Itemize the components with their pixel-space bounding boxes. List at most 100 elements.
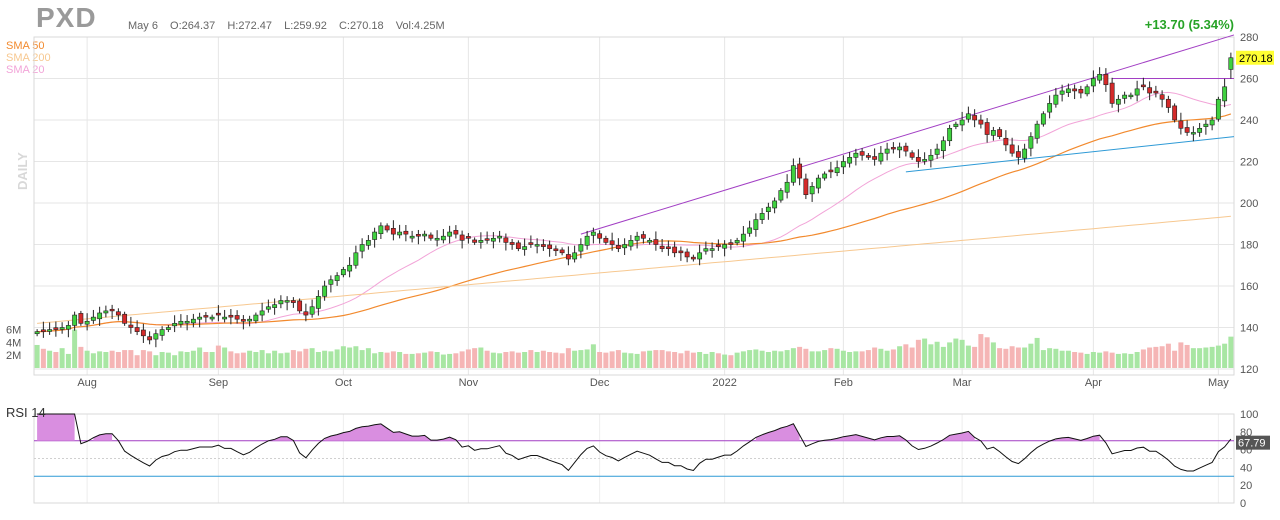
volume-bar	[815, 351, 821, 368]
volume-bar	[740, 351, 746, 368]
candle-body	[865, 155, 871, 158]
candle-body	[365, 240, 371, 246]
volume-bar	[528, 350, 534, 368]
volume-bar	[172, 355, 178, 368]
volume-bar	[1147, 347, 1153, 368]
candle-body	[797, 163, 803, 179]
candle-body	[990, 130, 996, 136]
candle-body	[822, 173, 828, 179]
candle-body	[709, 248, 715, 251]
volume-bar	[415, 353, 421, 368]
candle-body	[615, 245, 621, 249]
volume-bar	[709, 352, 715, 368]
candle-body	[922, 159, 928, 162]
candle-body	[572, 252, 578, 260]
candle-body	[372, 231, 378, 240]
candle-body	[472, 239, 478, 243]
candle-body	[215, 312, 221, 316]
candle-body	[859, 151, 865, 156]
legend-sma-20[interactable]: SMA 20	[6, 64, 45, 76]
volume-bar	[522, 352, 528, 368]
volume-bar	[903, 344, 909, 368]
volume-bar	[634, 353, 640, 368]
candle-body	[553, 248, 559, 252]
candle-body	[653, 239, 659, 245]
volume-bar	[309, 348, 315, 368]
volume-bar	[778, 351, 784, 368]
candle-body	[103, 310, 109, 314]
volume-bar	[409, 353, 415, 368]
candle-body	[484, 238, 490, 241]
volume-bar	[484, 350, 490, 368]
date-axis-label: 2022	[712, 377, 736, 389]
candle-body	[1009, 144, 1015, 154]
candle-body	[1053, 94, 1059, 105]
volume-bar	[497, 353, 503, 368]
legend-sma-200[interactable]: SMA 200	[6, 52, 51, 64]
high-value: H:272.47	[227, 20, 273, 32]
volume-bar	[934, 341, 940, 368]
candle-body	[78, 313, 84, 324]
volume-bar	[928, 344, 934, 368]
candle-body	[153, 333, 159, 340]
volume-bar	[115, 352, 121, 368]
candle-body	[84, 320, 90, 325]
volume-bar	[265, 353, 271, 368]
volume-bar	[78, 346, 84, 368]
candle-body	[184, 320, 190, 324]
volume-bar	[1190, 348, 1196, 368]
candle-body	[65, 325, 71, 330]
volume-bar	[565, 348, 571, 368]
candle-body	[1159, 94, 1165, 100]
candle-body	[403, 230, 409, 235]
volume-bar	[659, 350, 665, 368]
volume-bar	[847, 352, 853, 368]
volume-bar	[909, 347, 915, 368]
volume-bar	[222, 347, 228, 368]
volume-bar	[797, 346, 803, 368]
volume-bar	[759, 350, 765, 368]
candle-body	[772, 200, 778, 209]
rsi-overbought-fill	[37, 414, 1231, 441]
date-axis-label: Oct	[335, 377, 352, 389]
volume-bar	[978, 334, 984, 368]
volume-bar	[384, 352, 390, 368]
candle-body	[1084, 86, 1090, 95]
volume-bar	[684, 350, 690, 368]
volume-bar	[284, 352, 290, 368]
candle-body	[40, 329, 46, 332]
rsi-axis-label: 40	[1240, 462, 1252, 474]
volume-bar	[47, 350, 53, 368]
volume-bar	[459, 351, 465, 368]
volume-bar	[65, 353, 71, 368]
volume-bar	[240, 352, 246, 368]
volume-bar	[953, 338, 959, 368]
candle-body	[122, 313, 128, 324]
candle-body	[715, 244, 721, 247]
volume-bar	[434, 352, 440, 368]
candle-body	[422, 233, 428, 237]
volume-bar	[603, 352, 609, 368]
legend-sma-50[interactable]: SMA 50	[6, 40, 45, 52]
volume-bar	[1228, 336, 1234, 368]
candle-body	[390, 228, 396, 235]
volume-bar	[365, 348, 371, 368]
volume-bar	[1078, 352, 1084, 368]
volume-bar	[197, 347, 203, 368]
ticker-symbol[interactable]: PXD	[36, 2, 97, 33]
candle-body	[1197, 128, 1203, 133]
candle-body	[209, 316, 215, 320]
volume-bar	[653, 350, 659, 368]
candle-body	[347, 264, 353, 272]
volume-bar	[915, 339, 921, 368]
volume-bar	[328, 351, 334, 368]
candle-body	[303, 311, 309, 316]
candle-body	[565, 254, 571, 260]
volume-bar	[822, 350, 828, 368]
candle-body	[1109, 82, 1115, 104]
volume-bar	[1197, 348, 1203, 368]
candle-body	[309, 306, 315, 315]
volume-bar	[690, 352, 696, 368]
volume-bar	[1034, 337, 1040, 368]
